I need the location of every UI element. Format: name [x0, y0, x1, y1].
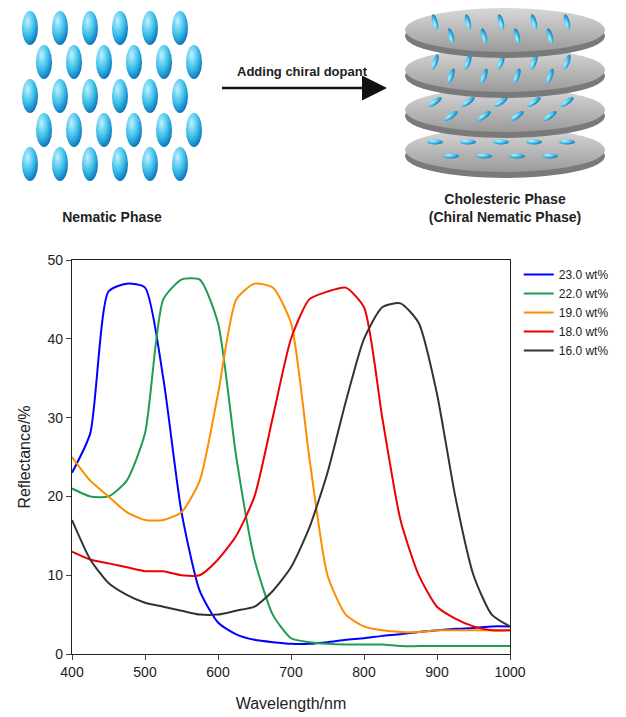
svg-text:40: 40: [48, 331, 64, 347]
svg-text:30: 30: [48, 410, 64, 426]
svg-text:900: 900: [425, 664, 449, 680]
svg-text:500: 500: [133, 664, 157, 680]
svg-text:0: 0: [55, 646, 63, 662]
svg-text:10: 10: [48, 567, 64, 583]
svg-text:Adding chiral dopant: Adding chiral dopant: [237, 64, 368, 79]
svg-text:800: 800: [352, 664, 376, 680]
svg-text:Cholesteric Phase: Cholesteric Phase: [444, 191, 566, 207]
svg-text:50: 50: [48, 252, 64, 268]
svg-text:400: 400: [60, 664, 84, 680]
svg-text:20: 20: [48, 488, 64, 504]
svg-text:700: 700: [279, 664, 303, 680]
svg-text:(Chiral Nematic Phase): (Chiral Nematic Phase): [429, 209, 582, 225]
svg-text:22.0 wt%: 22.0 wt%: [559, 287, 609, 301]
svg-text:1000: 1000: [494, 664, 525, 680]
svg-text:19.0 wt%: 19.0 wt%: [559, 306, 609, 320]
svg-text:Reflectance/%: Reflectance/%: [16, 405, 33, 508]
svg-text:Wavelength/nm: Wavelength/nm: [236, 695, 347, 712]
svg-text:23.0 wt%: 23.0 wt%: [559, 268, 609, 282]
svg-text:16.0 wt%: 16.0 wt%: [559, 344, 609, 358]
svg-text:600: 600: [206, 664, 230, 680]
svg-text:18.0 wt%: 18.0 wt%: [559, 325, 609, 339]
svg-text:Nematic Phase: Nematic Phase: [62, 209, 162, 225]
